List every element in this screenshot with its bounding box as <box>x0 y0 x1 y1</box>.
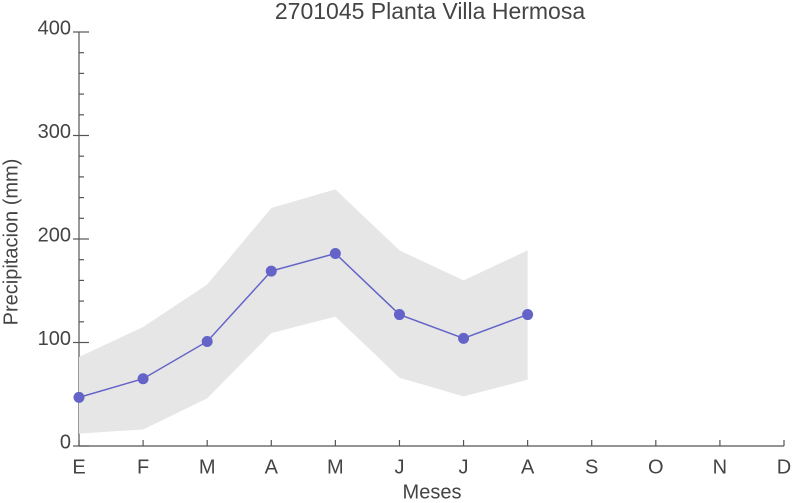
y-axis-label: Precipitacion (mm) <box>0 159 22 326</box>
band <box>79 189 528 434</box>
data-point <box>522 309 534 321</box>
series-line <box>78 252 528 399</box>
data-point <box>265 265 277 277</box>
y-tick-label: 200 <box>38 224 71 246</box>
y-tick-label: 400 <box>38 17 71 39</box>
x-tick-label: J <box>459 456 469 478</box>
x-tick-label: F <box>137 456 149 478</box>
y-tick-label: 300 <box>38 121 71 143</box>
x-tick-label: S <box>585 456 598 478</box>
chart-title: 2701045 Planta Villa Hermosa <box>275 0 585 24</box>
x-tick-label: A <box>265 456 279 478</box>
y-tick-label: 100 <box>38 328 71 350</box>
y-tick-label: 0 <box>60 431 71 453</box>
data-point <box>137 373 149 385</box>
data-point <box>393 309 405 321</box>
data-point <box>201 335 213 347</box>
data-point <box>458 332 470 344</box>
x-tick-label: M <box>327 456 344 478</box>
x-tick-label: E <box>72 456 85 478</box>
data-point <box>329 247 341 259</box>
x-tick-label: J <box>394 456 404 478</box>
x-tick-label: O <box>648 456 664 478</box>
data-point <box>73 391 85 403</box>
x-axis-label: Meses <box>403 481 462 503</box>
x-tick-label: D <box>777 456 791 478</box>
x-tick-label: N <box>713 456 727 478</box>
x-tick-label: M <box>199 456 216 478</box>
x-tick-label: A <box>521 456 535 478</box>
